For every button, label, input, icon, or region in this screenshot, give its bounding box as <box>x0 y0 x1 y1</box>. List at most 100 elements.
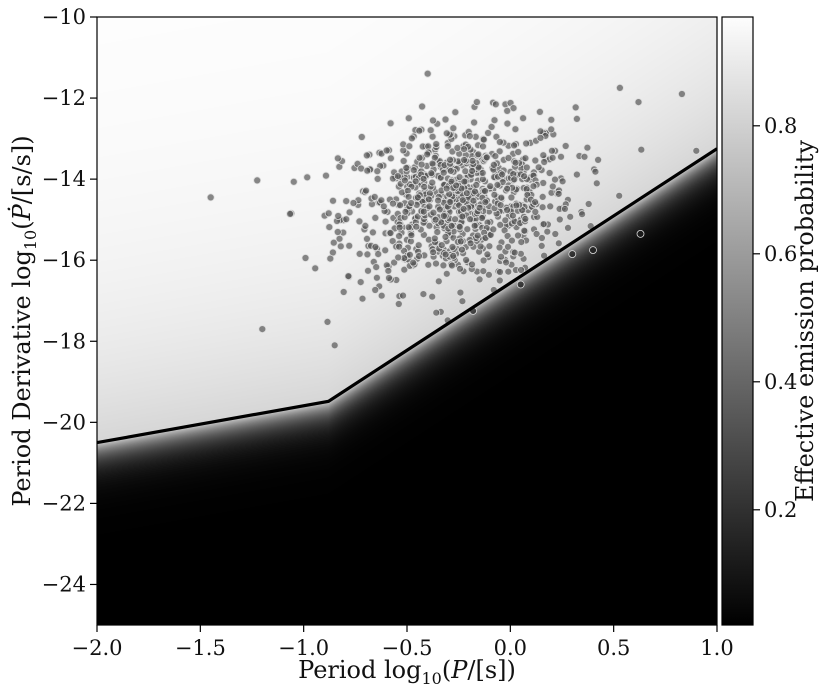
pulsar-point <box>543 227 552 236</box>
pulsar-point <box>419 207 428 216</box>
pulsar-point <box>441 115 450 124</box>
pulsar-point <box>472 181 481 189</box>
pulsar-point <box>460 177 469 186</box>
pulsar-point <box>415 252 423 261</box>
pulsar-point <box>487 123 496 131</box>
pulsar-point <box>571 103 580 112</box>
y-tick-label: −14 <box>42 167 86 191</box>
pulsar-point <box>431 215 440 224</box>
pulsar-point <box>495 243 504 252</box>
colorbar: 0.2 0.4 0.6 0.8 <box>721 16 797 626</box>
pulsar-point <box>401 207 410 216</box>
pulsar-point <box>516 280 525 289</box>
pulsar-point <box>474 150 483 159</box>
pulsar-point <box>517 266 525 274</box>
pulsar-point <box>443 142 452 151</box>
pulsar-point <box>501 216 510 225</box>
pulsar-point <box>323 317 332 326</box>
pulsar-point <box>371 213 380 222</box>
pulsar-point <box>510 141 518 150</box>
pulsar-point <box>333 154 342 163</box>
pulsar-point <box>678 90 686 98</box>
pulsar-point <box>358 294 367 303</box>
pulsar-point <box>536 133 545 142</box>
pulsar-point <box>399 291 407 300</box>
pulsar-point <box>372 273 381 282</box>
pulsar-point <box>356 278 365 287</box>
pulsar-point <box>490 190 499 199</box>
y-tick-label: −10 <box>42 5 86 29</box>
pulsar-point <box>355 249 364 258</box>
pulsar-point <box>428 292 437 301</box>
pulsar-point <box>418 102 427 111</box>
pulsar-point <box>538 192 547 201</box>
pulsar-point <box>345 208 354 217</box>
pulsar-point <box>386 119 395 128</box>
pulsar-point <box>484 270 493 279</box>
pulsar-point <box>460 156 469 164</box>
pulsar-point <box>479 256 488 265</box>
pulsar-point <box>447 221 456 230</box>
pulsar-point <box>520 226 529 235</box>
pulsar-point <box>592 179 601 188</box>
pulsar-point <box>456 237 465 246</box>
pulsar-point <box>458 196 467 205</box>
pulsar-point <box>384 266 393 275</box>
pulsar-point <box>489 225 498 234</box>
pulsar-point <box>409 258 418 267</box>
pulsar-point <box>486 182 495 191</box>
probability-heatmap <box>97 17 717 625</box>
pulsar-point <box>507 236 516 245</box>
pulsar-point <box>432 140 441 149</box>
pulsar-point <box>364 266 372 275</box>
pulsar-point <box>324 209 333 218</box>
pulsar-point <box>458 212 467 221</box>
pulsar-point <box>322 171 330 180</box>
pulsar-point <box>456 288 465 297</box>
pulsar-point <box>472 98 481 106</box>
pulsar-point <box>394 253 403 262</box>
pulsar-point <box>536 108 544 116</box>
pulsar-point <box>503 206 512 214</box>
pulsar-point <box>584 200 593 208</box>
y-tick-label: −20 <box>42 410 86 434</box>
pulsar-point <box>393 172 402 181</box>
colorbar-tick-label: 0.8 <box>764 114 797 138</box>
pulsar-point <box>451 215 460 224</box>
pulsar-point <box>561 204 569 213</box>
pulsar-point <box>470 118 479 127</box>
x-tick-label: 0.0 <box>494 636 527 660</box>
pulsar-point <box>568 250 577 259</box>
pulsar-point <box>426 126 435 135</box>
pulsar-point <box>434 277 443 286</box>
pulsar-point <box>386 229 395 237</box>
pulsar-point <box>413 193 422 202</box>
pulsar-point <box>491 152 500 161</box>
pulsar-point <box>458 297 467 306</box>
pulsar-point <box>504 242 512 251</box>
colorbar-tick-label: 0.4 <box>764 370 797 394</box>
pulsar-point <box>540 158 549 166</box>
pulsar-point <box>415 126 424 135</box>
pulsar-point <box>441 232 450 241</box>
pulsar-point <box>548 146 556 155</box>
pulsar-point <box>583 143 592 152</box>
pulsar-point <box>507 193 516 202</box>
pulsar-point <box>537 241 546 250</box>
colorbar-gradient <box>721 16 754 626</box>
pulsar-point <box>481 187 489 196</box>
x-tick-label: −2.0 <box>72 636 123 660</box>
pulsar-point <box>446 198 455 206</box>
pulsar-point <box>345 241 354 250</box>
y-axis-ticks: −24 −22 −20 −18 −16 −14 −12 −10 <box>42 5 97 596</box>
pulsar-point <box>458 245 466 254</box>
pulsar-point <box>432 308 441 317</box>
pulsar-point <box>400 265 409 274</box>
pulsar-point <box>411 177 420 186</box>
pulsar-point <box>206 193 215 202</box>
pulsar-point <box>531 156 540 165</box>
pulsar-point <box>554 189 563 198</box>
pulsar-point <box>485 242 494 251</box>
pulsar-point <box>373 167 382 176</box>
